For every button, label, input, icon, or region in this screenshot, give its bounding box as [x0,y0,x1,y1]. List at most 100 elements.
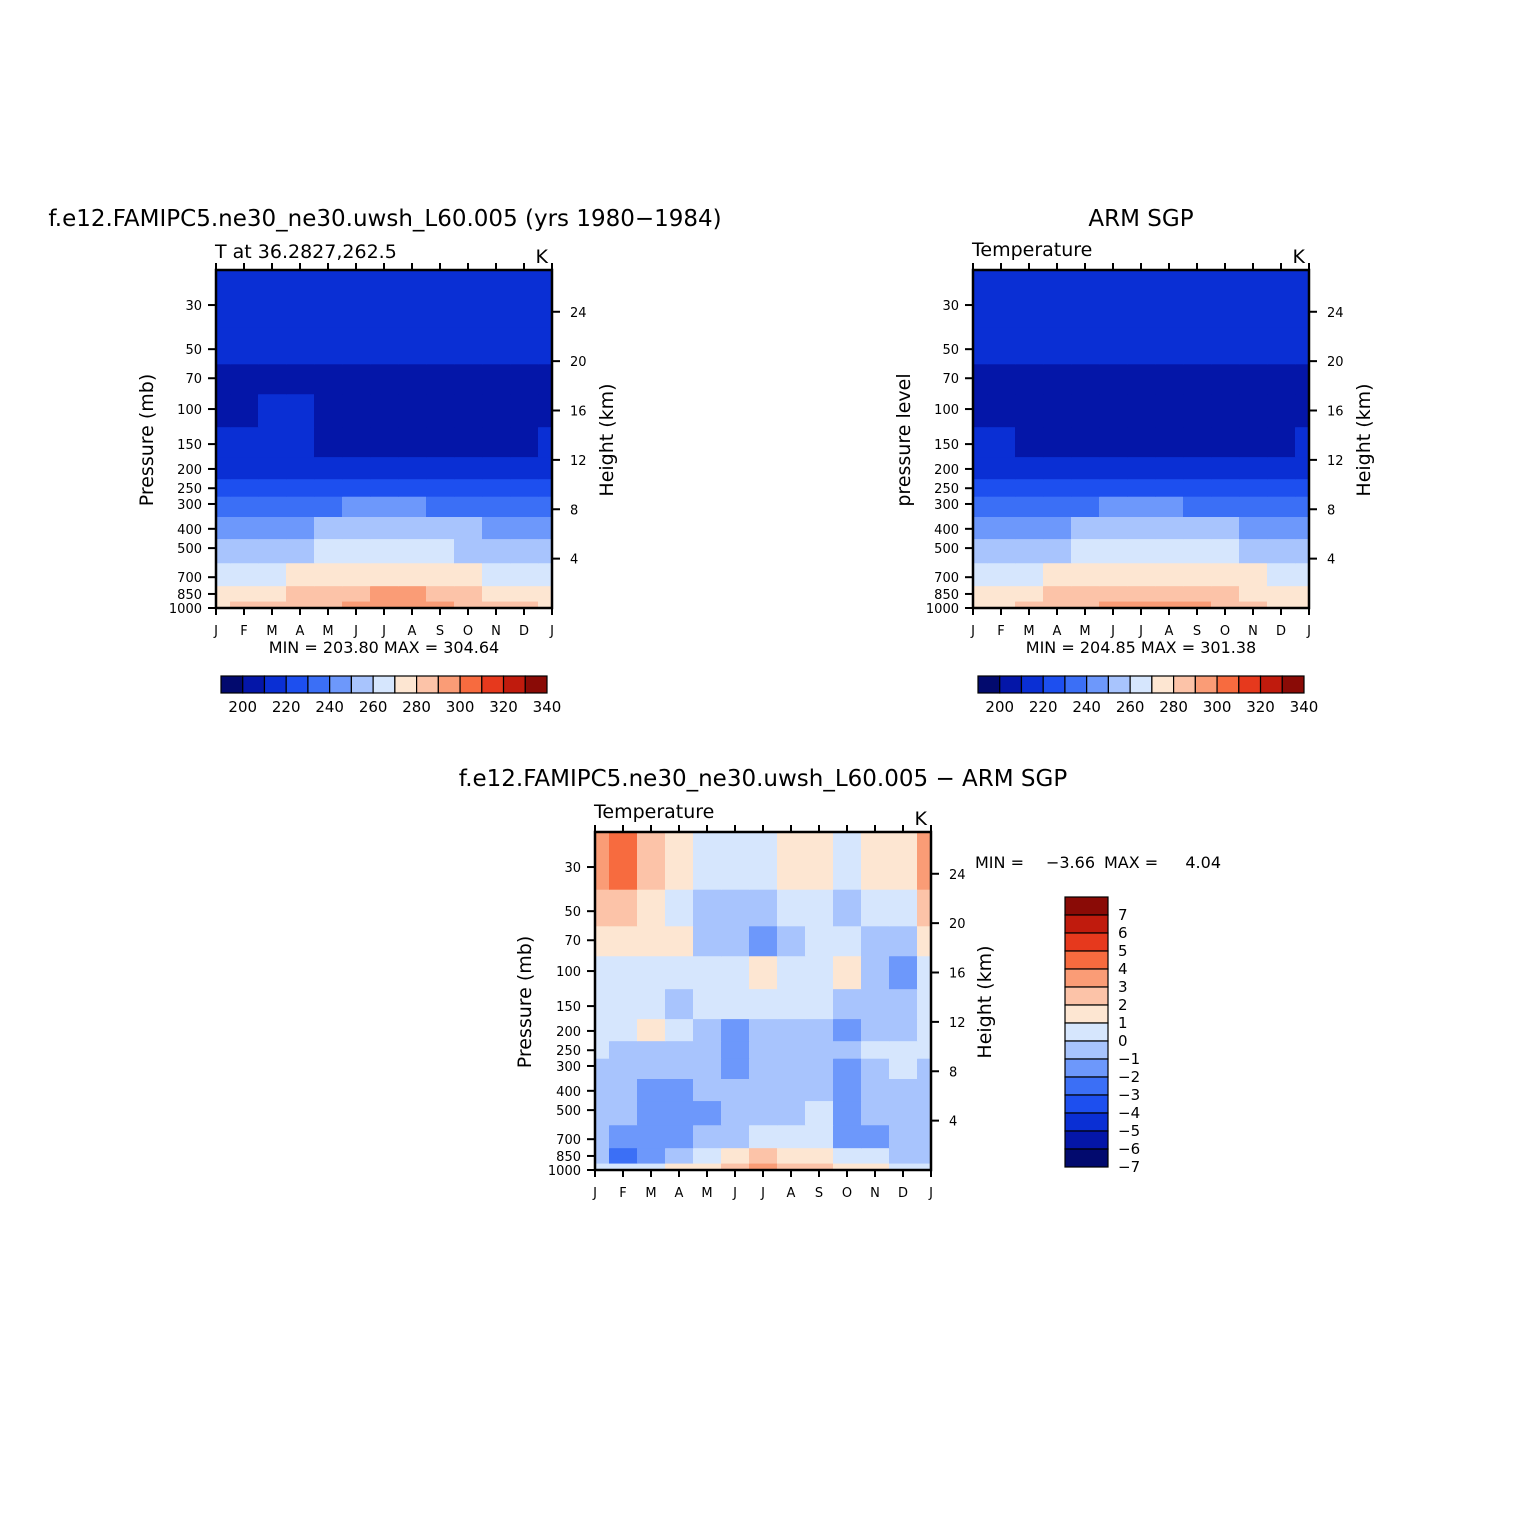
contour-cell [1295,478,1309,497]
contour-cell [721,1040,750,1059]
contour-cell [665,1018,694,1042]
contour-cell [609,1147,638,1164]
contour-cell [1043,456,1072,480]
colorbar-label: 340 [1290,698,1319,716]
contour-cell [665,955,694,990]
colorbar-box [394,675,418,694]
contour-cell [258,562,287,587]
contour-cell [693,832,722,890]
contour-cell [1239,538,1268,564]
contour-fill [973,270,1309,608]
contour-cell [482,426,511,458]
contour-cell [454,456,483,480]
contour-cell [595,1040,610,1059]
contour-cell [426,600,455,608]
contour-cell [230,270,259,328]
contour-cell [370,393,399,428]
contour-cell [861,832,890,890]
contour-cell [777,1162,806,1170]
contour-cell [889,1018,918,1042]
contour-cell [889,1040,918,1059]
contour-cell [1043,478,1072,497]
contour-cell [595,1018,610,1042]
contour-cell [1071,562,1100,587]
contour-cell [1295,496,1309,517]
contour-cell [1239,496,1268,517]
contour-cell [342,562,371,587]
contour-cell [342,393,371,428]
contour-cell [538,327,552,365]
contour-cell [889,925,918,957]
contour-cell [1099,327,1128,365]
contour-cell [805,1100,834,1126]
contour-cell [609,1058,638,1079]
contour-cell [749,832,778,890]
contour-cell [1183,496,1212,517]
contour-cell [216,585,231,602]
contour-cell [510,270,539,328]
contour-cell [454,496,483,517]
contour-cell [917,1018,931,1042]
contour-cell [861,1100,890,1126]
left-label-model: T at 36.2827,262.5 [214,241,397,263]
contour-cell [1071,426,1100,458]
contour-cell [833,1100,862,1126]
contour-cell [342,538,371,564]
contour-cell [973,516,988,540]
colorbar-label: 260 [359,698,388,716]
y2label-obs: Height (km) [1353,383,1375,496]
contour-cell [1071,363,1100,395]
contour-cell [482,496,511,517]
contour-cell [538,600,552,608]
y2-tick-label: 24 [949,868,966,883]
contour-cell [987,562,1016,587]
contour-cell [1267,426,1296,458]
contour-cell [230,496,259,517]
contour-cell [258,393,287,428]
contour-cell [370,456,399,480]
y-tick-label: 300 [556,1060,581,1075]
contour-cell [861,925,890,957]
contour-cell [805,832,834,890]
contour-cell [1183,562,1212,587]
contour-cell [749,955,778,990]
y2-tick-label: 12 [949,1016,966,1031]
colorbar-box [1064,1112,1109,1132]
contour-cell [917,832,931,890]
colorbar-box [329,675,352,694]
contour-cell [230,426,259,458]
contour-cell [314,393,343,428]
colorbar-obs: 200 220 240 260 280 300 320 340 [977,675,1319,716]
contour-cell [1183,516,1212,540]
contour-cell [398,363,427,395]
contour-cell [1099,270,1128,328]
contour-cell [1043,600,1072,608]
colorbar-box [524,675,548,694]
contour-cell [693,988,722,1020]
contour-cell [258,478,287,497]
contour-cell [482,516,511,540]
contour-cell [314,478,343,497]
x-tick-label: F [240,624,247,639]
contour-cell [1239,363,1268,395]
contour-cell [1183,478,1212,497]
contour-cell [454,562,483,587]
contour-cell [1015,456,1044,480]
contour-cell [426,538,455,564]
contour-cell [258,426,287,458]
contour-cell [1183,600,1212,608]
contour-cell [454,327,483,365]
contour-cell [749,1058,778,1079]
contour-cell [538,478,552,497]
contour-cell [1015,327,1044,365]
contour-cell [609,1040,638,1059]
contour-cell [889,1078,918,1102]
y-tick-label: 50 [942,343,959,358]
contour-cell [1127,327,1156,365]
contour-cell [805,1078,834,1102]
y-tick-label: 250 [177,482,202,497]
colorbar-box [1020,675,1044,694]
contour-cell [861,1018,890,1042]
y-tick-label: 250 [556,1044,581,1059]
contour-cell [538,363,552,395]
